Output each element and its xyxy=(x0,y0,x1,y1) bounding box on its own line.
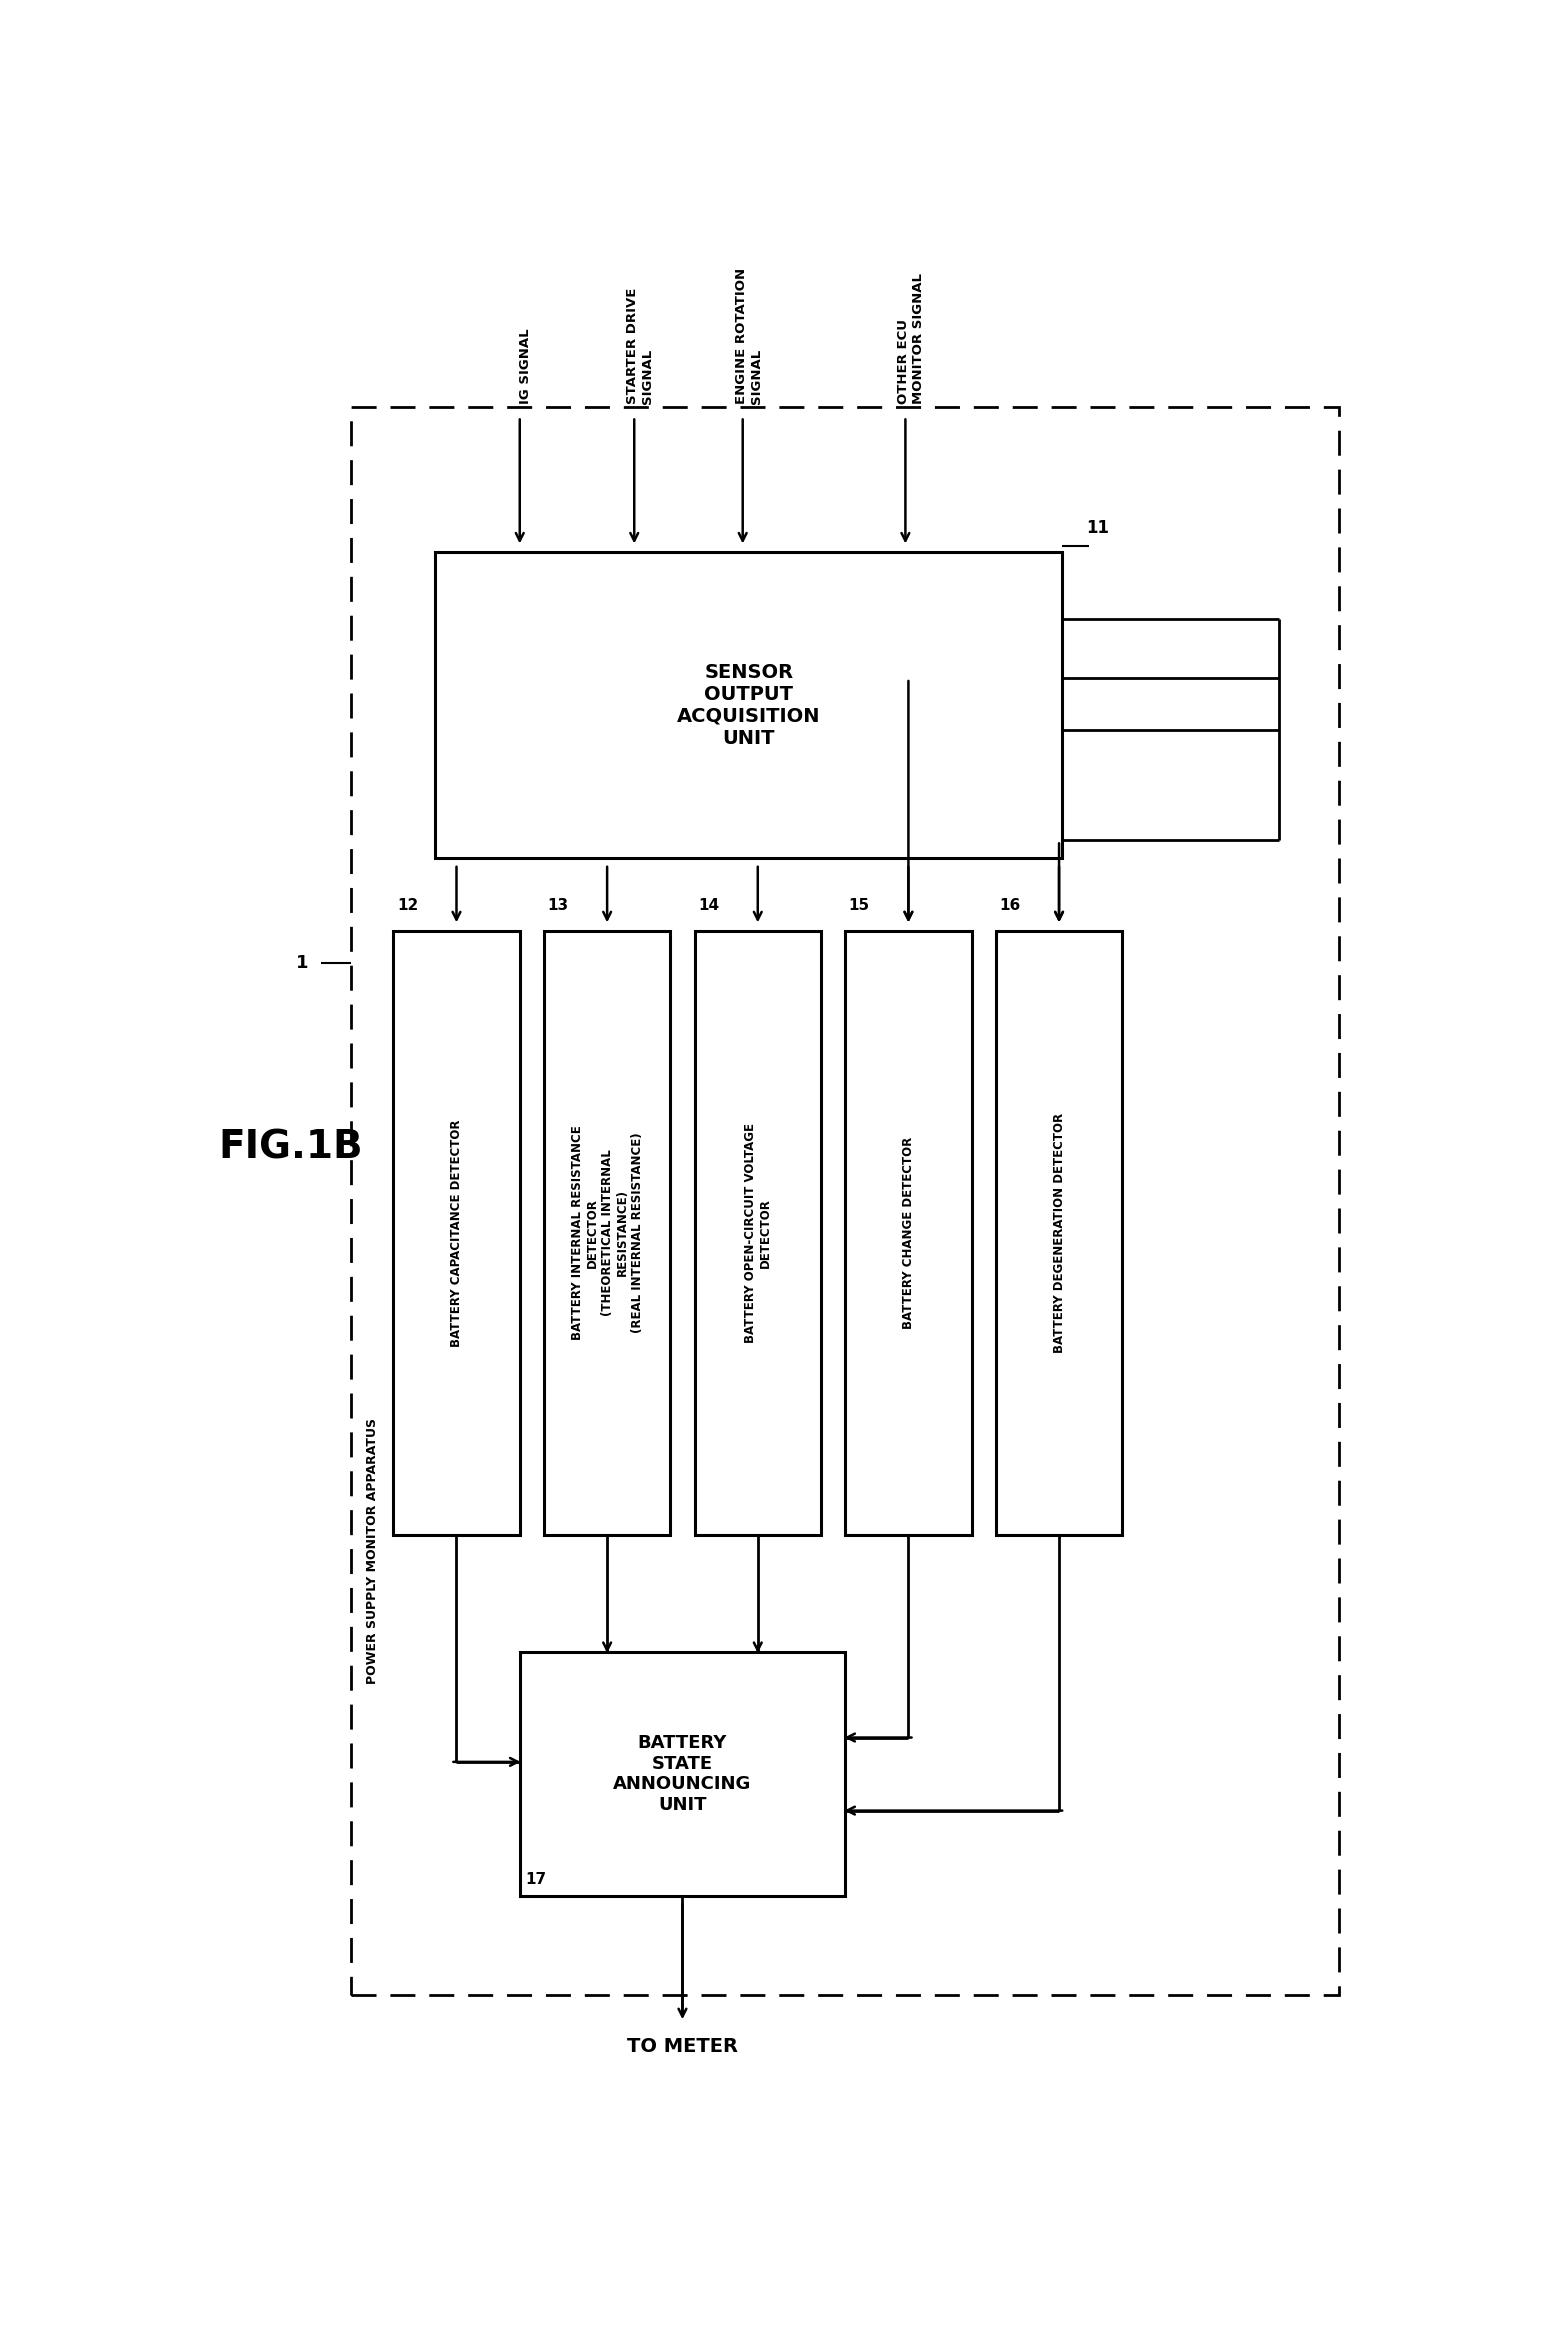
Text: FIG.1B: FIG.1B xyxy=(218,1127,364,1167)
Bar xyxy=(393,930,519,1535)
Text: BATTERY DEGENERATION DETECTOR: BATTERY DEGENERATION DETECTOR xyxy=(1053,1113,1065,1352)
Text: BATTERY CAPACITANCE DETECTOR: BATTERY CAPACITANCE DETECTOR xyxy=(449,1120,463,1347)
Text: TO METER: TO METER xyxy=(627,2036,739,2055)
Bar xyxy=(846,930,972,1535)
Text: 12: 12 xyxy=(397,897,418,911)
Text: 1: 1 xyxy=(297,954,309,972)
Bar xyxy=(544,930,670,1535)
Bar xyxy=(695,930,821,1535)
Bar xyxy=(995,930,1123,1535)
Text: 13: 13 xyxy=(547,897,569,911)
Text: 14: 14 xyxy=(698,897,720,911)
Text: BATTERY OPEN-CIRCUIT VOLTAGE
DETECTOR: BATTERY OPEN-CIRCUIT VOLTAGE DETECTOR xyxy=(743,1122,771,1343)
Text: BATTERY CHANGE DETECTOR: BATTERY CHANGE DETECTOR xyxy=(902,1136,914,1328)
Text: STARTER DRIVE
SIGNAL: STARTER DRIVE SIGNAL xyxy=(627,288,655,403)
Text: OTHER ECU
MONITOR SIGNAL: OTHER ECU MONITOR SIGNAL xyxy=(897,272,925,403)
Text: ENGINE ROTATION
SIGNAL: ENGINE ROTATION SIGNAL xyxy=(734,267,764,403)
Bar xyxy=(435,551,1062,858)
Text: POWER SUPPLY MONITOR APPARATUS: POWER SUPPLY MONITOR APPARATUS xyxy=(365,1418,378,1685)
Text: 15: 15 xyxy=(849,897,869,911)
Text: 17: 17 xyxy=(526,1872,547,1886)
Text: 11: 11 xyxy=(1085,520,1109,537)
Text: BATTERY INTERNAL RESISTANCE
DETECTOR
(THEORETICAL INTERNAL
RESISTANCE)
(REAL INT: BATTERY INTERNAL RESISTANCE DETECTOR (TH… xyxy=(571,1125,644,1340)
Text: IG SIGNAL: IG SIGNAL xyxy=(519,328,532,403)
Text: BATTERY
STATE
ANNOUNCING
UNIT: BATTERY STATE ANNOUNCING UNIT xyxy=(613,1734,751,1813)
Text: 16: 16 xyxy=(1000,897,1020,911)
Bar xyxy=(351,408,1339,1996)
Bar xyxy=(519,1652,846,1895)
Text: SENSOR
OUTPUT
ACQUISITION
UNIT: SENSOR OUTPUT ACQUISITION UNIT xyxy=(676,663,821,747)
